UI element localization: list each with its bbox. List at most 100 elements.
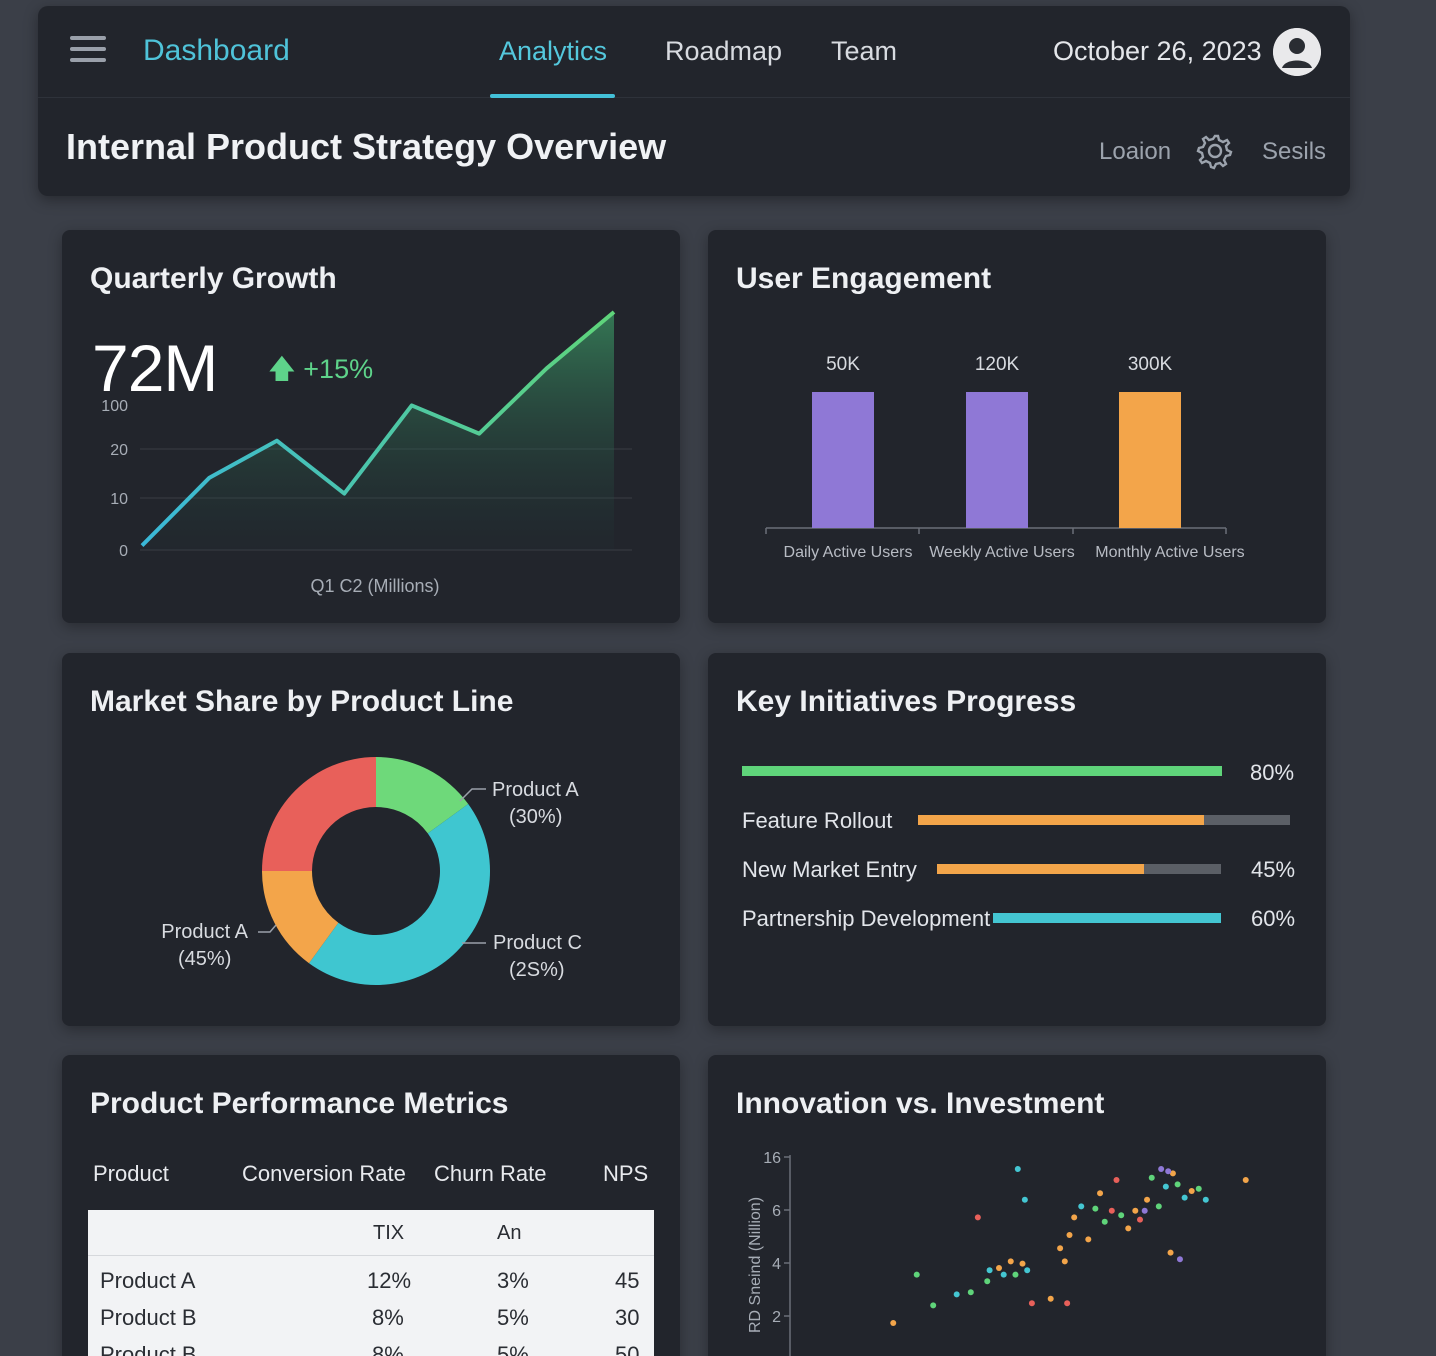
quarterly-growth-card: Quarterly Growth 72M 🡅 +15% 100 20 10 0 Q1 C… <box>62 230 680 623</box>
scatter-point <box>1125 1225 1132 1232</box>
scatter-point <box>1085 1236 1092 1243</box>
bar-value-label: 300K <box>1128 354 1173 375</box>
growth-value: 72M <box>92 331 218 405</box>
y-tick-label: 20 <box>110 442 128 459</box>
scatter-point <box>1014 1166 1021 1172</box>
initiative-label: Partnership Development <box>742 906 991 931</box>
y-axis-label: RD Sneind (Nillion) <box>747 1197 764 1333</box>
bar-value-label: 50K <box>826 354 860 375</box>
innovation-title: Innovation vs. Investment <box>736 1087 1105 1120</box>
cell-nps: 45 <box>615 1268 640 1293</box>
hamburger-menu-icon[interactable] <box>70 36 106 66</box>
subheader-cell: An <box>497 1222 522 1244</box>
scatter-point <box>1176 1256 1183 1263</box>
scatter-point <box>1118 1212 1125 1219</box>
scatter-point <box>1158 1166 1165 1172</box>
scatter-point <box>1132 1207 1139 1214</box>
leader-line <box>258 924 277 933</box>
current-date: October 26, 2023 <box>1053 36 1262 66</box>
scatter-point <box>890 1320 897 1326</box>
scatter-point <box>1188 1188 1195 1194</box>
growth-line <box>140 310 616 548</box>
scatter-point <box>1162 1183 1169 1190</box>
bar <box>1119 392 1181 528</box>
initiative-bar-fill <box>937 864 1145 874</box>
cell-nps: 30 <box>615 1305 640 1330</box>
tab-roadmap[interactable]: Roadmap <box>665 36 783 66</box>
tab-analytics[interactable]: Analytics <box>499 36 608 66</box>
scatter-point <box>1108 1207 1115 1214</box>
scatter-point <box>1195 1185 1202 1192</box>
slice-label: (2S%) <box>509 959 565 981</box>
scatter-point <box>1092 1205 1099 1212</box>
category-label: Daily Active Users <box>784 544 913 561</box>
bar <box>966 392 1028 528</box>
scatter-point <box>1028 1300 1035 1307</box>
scatter-point <box>986 1267 993 1274</box>
brand-link[interactable]: Dashboard <box>143 34 290 67</box>
arrow-up-icon: 🡅 <box>268 354 296 384</box>
scatter-point <box>984 1278 991 1285</box>
market-share-card: Market Share by Product Line Product A (3… <box>62 653 680 1026</box>
scatter-point <box>1021 1196 1028 1203</box>
scatter-point <box>1148 1174 1155 1181</box>
scatter-point <box>1167 1249 1174 1256</box>
cell-churn: 5% <box>497 1342 529 1356</box>
scatter-point <box>1066 1232 1073 1238</box>
cell-churn: 5% <box>497 1305 529 1330</box>
product-metrics-title: Product Performance Metrics <box>90 1087 509 1120</box>
y-tick-label: 0 <box>119 543 128 560</box>
column-header-nps[interactable]: NPS <box>603 1161 649 1186</box>
scatter-point <box>1064 1300 1071 1307</box>
scatter-point <box>1174 1181 1181 1188</box>
growth-change: 🡅 +15% <box>268 350 373 396</box>
user-engagement-title: User Engagement <box>736 262 992 295</box>
user-engagement-card: User Engagement 50K Daily Active Users 120… <box>708 230 1326 623</box>
leader-line <box>459 788 486 802</box>
key-initiatives-card: Key Initiatives Progress 80% Feature Rol… <box>708 653 1326 1026</box>
scatter-point <box>996 1265 1002 1271</box>
scatter-point <box>1000 1271 1007 1278</box>
market-share-donut-chart: Product A (30%) Product C (2S%) Product A (45… <box>161 757 582 985</box>
cell-product: Product B <box>100 1342 197 1356</box>
initiative-bar-track <box>937 864 1221 874</box>
scatter-point <box>1202 1196 1209 1203</box>
product-metrics-card: Product Performance Metrics Product Conv… <box>62 1055 680 1356</box>
scatter-point <box>930 1302 937 1309</box>
scatter-point <box>1165 1168 1172 1175</box>
page-title: Internal Product Strategy Overview <box>66 126 667 167</box>
area-fill <box>142 312 614 550</box>
initiative-pct: 60% <box>1251 906 1296 931</box>
initiative-bar-track <box>742 766 1222 776</box>
settings-link[interactable]: Sesils <box>1262 138 1327 165</box>
x-axis-label: Q1 C2 (Millions) <box>310 576 439 596</box>
scatter-point <box>1169 1170 1176 1177</box>
scatter-point <box>1097 1190 1104 1197</box>
user-avatar-icon[interactable] <box>1273 28 1321 76</box>
scatter-point <box>1181 1194 1188 1201</box>
slice-label: (45%) <box>178 948 231 970</box>
donut-slice <box>262 871 339 964</box>
scatter-point <box>953 1291 960 1298</box>
tab-team[interactable]: Team <box>831 36 898 66</box>
scatter-point <box>1007 1258 1014 1265</box>
donut-slice <box>308 803 490 985</box>
initiative-bar-fill <box>993 913 1221 923</box>
gear-icon[interactable] <box>1196 132 1234 170</box>
y-tick-label: 2 <box>772 1309 781 1326</box>
scatter-point <box>1061 1258 1068 1265</box>
scatter-point <box>967 1289 974 1296</box>
key-initiatives-title: Key Initiatives Progress <box>736 685 1077 718</box>
column-header-product[interactable]: Product <box>93 1161 169 1186</box>
scatter-point <box>1047 1295 1054 1302</box>
scatter-point <box>913 1271 920 1278</box>
column-header-conversion[interactable]: Conversion Rate <box>242 1161 406 1186</box>
scatter-point <box>1019 1260 1026 1267</box>
scatter-point <box>1141 1207 1148 1214</box>
bar-value-label: 120K <box>975 354 1020 375</box>
slice-label: Product C <box>493 932 582 954</box>
location-link[interactable]: Loaion <box>1099 138 1172 165</box>
column-header-churn[interactable]: Churn Rate <box>434 1161 547 1186</box>
y-tick-label: 6 <box>772 1203 781 1220</box>
